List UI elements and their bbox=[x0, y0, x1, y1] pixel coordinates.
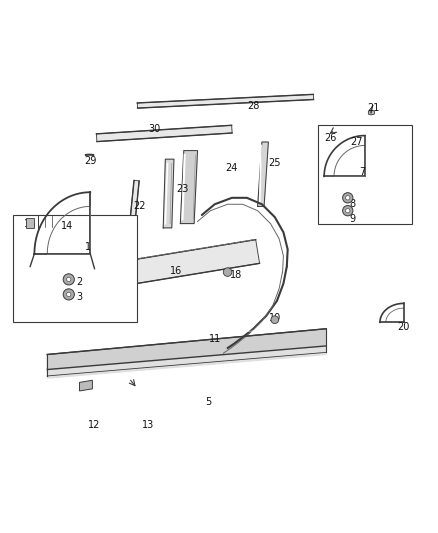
Circle shape bbox=[271, 316, 279, 324]
Circle shape bbox=[341, 135, 353, 147]
Text: 13: 13 bbox=[142, 421, 154, 430]
Text: 21: 21 bbox=[367, 103, 380, 112]
Bar bbox=[13, 215, 138, 322]
Text: 18: 18 bbox=[230, 270, 242, 280]
Text: 20: 20 bbox=[397, 321, 410, 332]
Text: 27: 27 bbox=[350, 137, 363, 147]
Text: 2: 2 bbox=[76, 277, 83, 287]
Text: 24: 24 bbox=[226, 163, 238, 173]
Text: 25: 25 bbox=[268, 158, 281, 168]
Text: 9: 9 bbox=[349, 214, 355, 224]
Bar bbox=[318, 125, 412, 223]
Polygon shape bbox=[180, 151, 198, 223]
Text: 16: 16 bbox=[170, 266, 182, 276]
Text: 8: 8 bbox=[349, 199, 355, 209]
Text: 5: 5 bbox=[205, 397, 212, 407]
Circle shape bbox=[343, 192, 353, 203]
Polygon shape bbox=[112, 240, 260, 287]
Circle shape bbox=[63, 274, 74, 285]
Text: 11: 11 bbox=[208, 335, 221, 344]
Circle shape bbox=[346, 196, 350, 200]
Bar bbox=[26, 219, 34, 228]
Text: 15: 15 bbox=[24, 219, 36, 229]
Polygon shape bbox=[163, 159, 174, 228]
Polygon shape bbox=[368, 110, 374, 115]
Text: 7: 7 bbox=[360, 167, 366, 177]
Text: 3: 3 bbox=[77, 292, 82, 302]
Text: 22: 22 bbox=[133, 201, 146, 212]
Polygon shape bbox=[129, 180, 139, 228]
Polygon shape bbox=[36, 217, 90, 228]
Text: 28: 28 bbox=[247, 101, 260, 110]
Circle shape bbox=[344, 138, 350, 143]
Circle shape bbox=[67, 277, 71, 281]
Circle shape bbox=[346, 208, 350, 213]
Text: 23: 23 bbox=[177, 184, 189, 194]
Polygon shape bbox=[47, 346, 326, 378]
Text: 14: 14 bbox=[60, 221, 73, 231]
Text: 30: 30 bbox=[148, 124, 161, 134]
Circle shape bbox=[67, 292, 71, 296]
Text: 26: 26 bbox=[325, 133, 337, 143]
Circle shape bbox=[63, 289, 74, 300]
Polygon shape bbox=[47, 329, 326, 369]
Polygon shape bbox=[258, 142, 268, 206]
Circle shape bbox=[343, 206, 353, 216]
Polygon shape bbox=[96, 125, 232, 142]
Text: 10: 10 bbox=[268, 313, 281, 323]
Polygon shape bbox=[79, 380, 92, 391]
Polygon shape bbox=[138, 94, 314, 108]
Circle shape bbox=[223, 268, 232, 277]
Text: 29: 29 bbox=[84, 156, 96, 166]
Text: 1: 1 bbox=[85, 242, 91, 252]
Text: 12: 12 bbox=[88, 421, 101, 430]
